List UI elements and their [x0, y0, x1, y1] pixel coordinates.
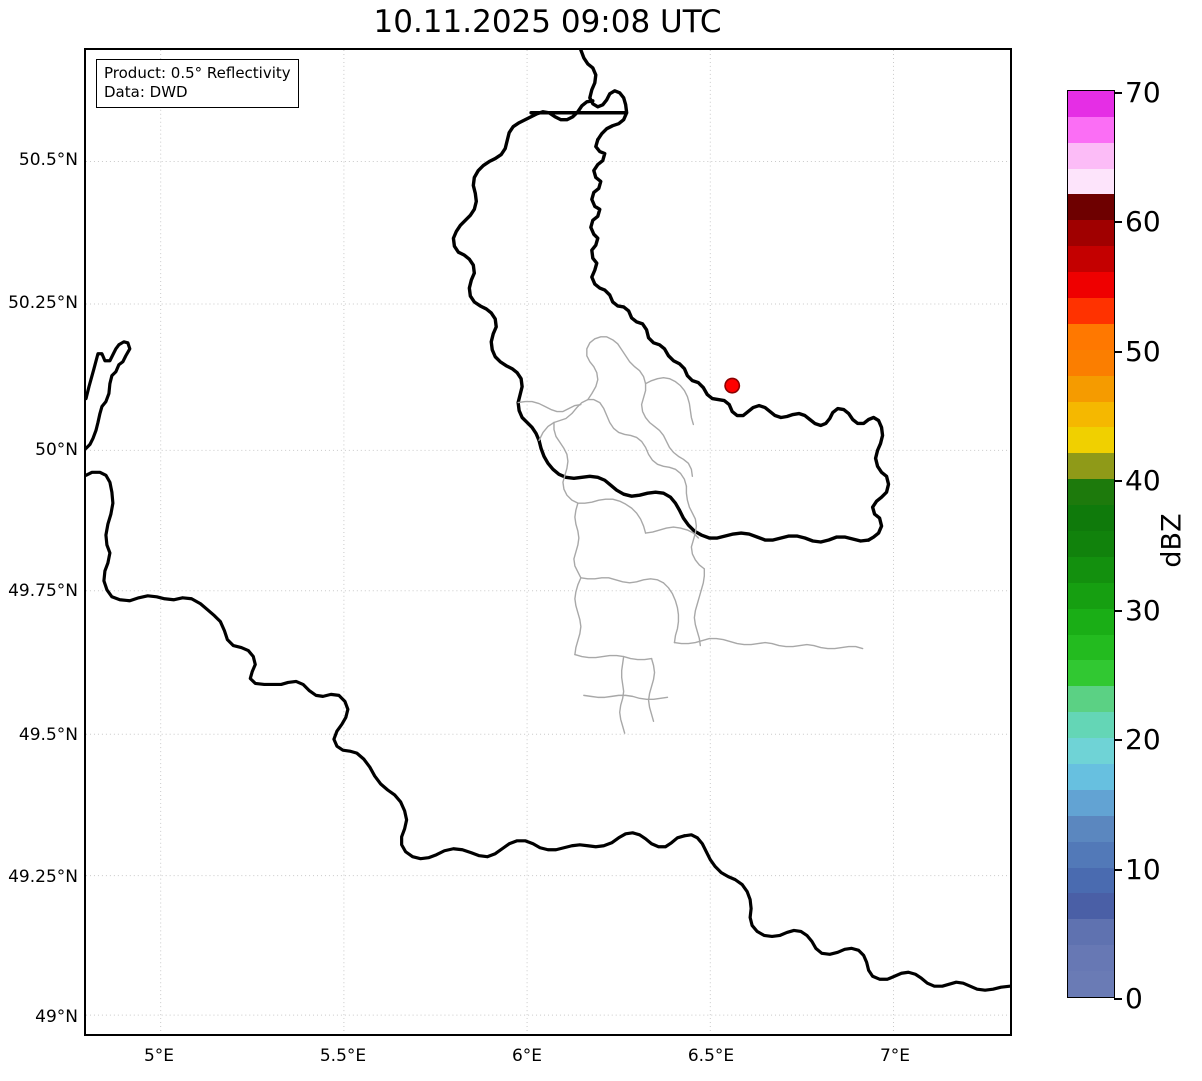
- ytick-label-50-25: 50.25°N: [8, 293, 78, 313]
- reflectivity-colorbar[interactable]: [1067, 90, 1115, 998]
- xtick-label-5e: 5°E: [143, 1046, 175, 1066]
- colorbar-band-6: [1068, 815, 1114, 842]
- colorbar-band-29: [1068, 220, 1114, 247]
- ytick-label-50: 50°N: [35, 440, 78, 460]
- ytick-label-49-25: 49.25°N: [8, 867, 78, 887]
- colorbar-tick-40: 40: [1114, 464, 1184, 497]
- colorbar-band-19: [1068, 479, 1114, 506]
- colorbar-band-13: [1068, 634, 1114, 661]
- colorbar-band-33: [1068, 116, 1114, 143]
- colorbar-band-22: [1068, 401, 1114, 428]
- colorbar-band-21: [1068, 427, 1114, 454]
- colorbar-band-0: [1068, 971, 1114, 997]
- colorbar-band-12: [1068, 660, 1114, 687]
- colorbar-band-7: [1068, 789, 1114, 816]
- colorbar-band-25: [1068, 323, 1114, 350]
- colorbar-band-2: [1068, 919, 1114, 946]
- ytick-label-49-75: 49.75°N: [8, 581, 78, 601]
- colorbar-band-26: [1068, 297, 1114, 324]
- colorbar-band-23: [1068, 375, 1114, 402]
- colorbar-band-24: [1068, 349, 1114, 376]
- colorbar-band-17: [1068, 530, 1114, 557]
- colorbar-tick-dash: [1114, 479, 1122, 482]
- colorbar-band-34: [1068, 90, 1114, 117]
- colorbar-axis-label: dBZ: [1156, 513, 1188, 568]
- colorbar-tick-dash: [1114, 220, 1122, 223]
- colorbar-band-30: [1068, 194, 1114, 221]
- ytick-label-49: 49°N: [35, 1007, 78, 1027]
- colorbar-band-11: [1068, 686, 1114, 713]
- colorbar-tick-70: 70: [1114, 76, 1184, 109]
- xtick-label-6-5e: 6.5°E: [687, 1046, 735, 1066]
- colorbar-tick-dash: [1114, 868, 1122, 871]
- colorbar-band-32: [1068, 142, 1114, 169]
- colorbar-bands: [1068, 90, 1114, 997]
- colorbar-band-1: [1068, 945, 1114, 972]
- colorbar-tick-dash: [1114, 350, 1122, 353]
- colorbar-tick-50: 50: [1114, 335, 1184, 368]
- map-canvas: [86, 50, 1010, 1034]
- colorbar-band-27: [1068, 272, 1114, 298]
- colorbar-band-28: [1068, 246, 1114, 273]
- xtick-label-7e: 7°E: [879, 1046, 911, 1066]
- colorbar-band-14: [1068, 608, 1114, 635]
- colorbar-tick-dash: [1114, 91, 1122, 94]
- country-borders: [86, 340, 1010, 992]
- xtick-label-6e: 6°E: [511, 1046, 543, 1066]
- colorbar-tick-0: 0: [1114, 982, 1184, 1015]
- ytick-label-49-5: 49.5°N: [18, 725, 78, 745]
- colorbar-band-8: [1068, 763, 1114, 790]
- colorbar-band-18: [1068, 505, 1114, 531]
- colorbar-tick-10: 10: [1114, 853, 1184, 886]
- colorbar-band-5: [1068, 841, 1114, 868]
- info-product-line: Product: 0.5° Reflectivity: [104, 64, 291, 82]
- product-info-box: Product: 0.5° Reflectivity Data: DWD: [96, 59, 299, 109]
- radar-site-marker[interactable]: [724, 377, 741, 394]
- colorbar-band-10: [1068, 712, 1114, 739]
- map-gridlines: [86, 50, 1010, 1034]
- xtick-label-5-5e: 5.5°E: [319, 1046, 367, 1066]
- district-borders: [517, 336, 864, 734]
- colorbar-tick-dash: [1114, 997, 1122, 1000]
- colorbar-band-4: [1068, 867, 1114, 894]
- colorbar-band-15: [1068, 582, 1114, 609]
- colorbar-band-31: [1068, 168, 1114, 195]
- colorbar-band-20: [1068, 453, 1114, 480]
- map-plot-area[interactable]: Product: 0.5° Reflectivity Data: DWD: [84, 48, 1012, 1036]
- ytick-label-50-5: 50.5°N: [18, 150, 78, 170]
- colorbar-tick-60: 60: [1114, 205, 1184, 238]
- colorbar-tick-20: 20: [1114, 723, 1184, 756]
- colorbar-tick-dash: [1114, 738, 1122, 741]
- colorbar-band-3: [1068, 893, 1114, 920]
- colorbar-band-9: [1068, 738, 1114, 764]
- info-data-line: Data: DWD: [104, 83, 188, 102]
- page-title: 10.11.2025 09:08 UTC: [373, 4, 722, 40]
- colorbar-tick-30: 30: [1114, 594, 1184, 627]
- colorbar-band-16: [1068, 556, 1114, 583]
- colorbar-tick-dash: [1114, 609, 1122, 612]
- luxembourg-border: [451, 50, 891, 544]
